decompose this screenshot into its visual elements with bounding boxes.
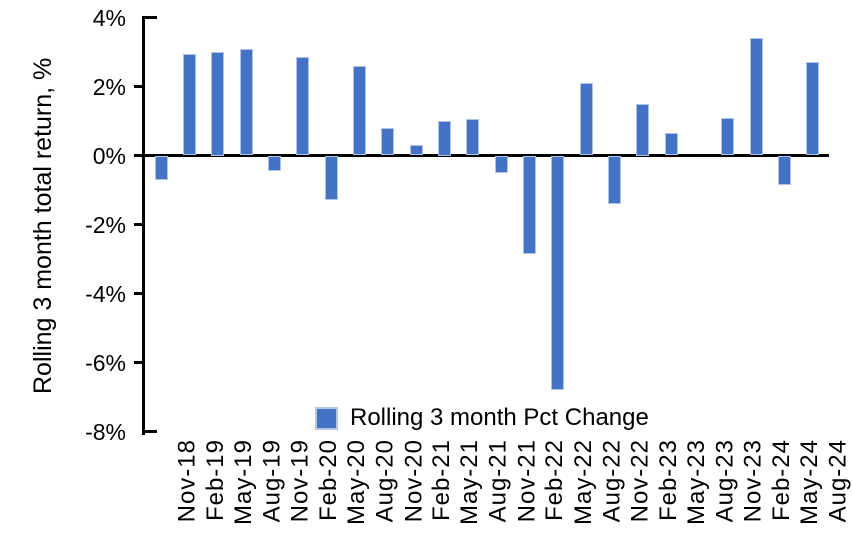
x-tick-label: Aug-23 (711, 439, 739, 523)
y-tick-mark (143, 430, 157, 433)
x-tick-label: May-22 (569, 439, 597, 526)
y-tick-mark (134, 154, 143, 157)
x-tick-label: Feb-21 (428, 439, 456, 522)
bar-Nov-19 (268, 155, 282, 172)
y-tick-mark (134, 292, 143, 295)
bar-May-22 (551, 155, 565, 391)
x-tick-label: Nov-20 (399, 439, 427, 523)
x-tick-label: Nov-21 (513, 439, 541, 523)
y-tick-mark (134, 223, 143, 226)
y-tick-mark (143, 16, 157, 19)
bar-May-23 (664, 133, 678, 156)
x-tick-label: Aug-22 (598, 439, 626, 523)
y-tick-label: -2% (85, 211, 126, 238)
bar-Aug-19 (239, 48, 253, 156)
x-tick-label: May-20 (343, 439, 371, 526)
bar-May-24 (777, 155, 791, 185)
legend: Rolling 3 month Pct Change (315, 404, 649, 432)
bar-Feb-23 (636, 103, 650, 156)
bar-Nov-23 (721, 117, 735, 156)
bar-Feb-22 (522, 155, 536, 254)
bar-Nov-18 (154, 155, 168, 180)
x-tick-label: Aug-19 (258, 439, 286, 523)
y-tick-label: 4% (92, 4, 126, 31)
bar-Nov-20 (381, 127, 395, 156)
bar-Nov-21 (494, 155, 508, 173)
bar-May-20 (324, 155, 338, 201)
x-tick-label: May-23 (683, 439, 711, 526)
bar-Nov-22 (607, 155, 621, 204)
x-tick-label: May-19 (229, 439, 257, 526)
bar-Feb-19 (183, 53, 197, 156)
bar-May-19 (211, 52, 225, 156)
x-tick-label: Nov-18 (173, 439, 201, 523)
zero-baseline (143, 154, 829, 157)
x-tick-label: Feb-24 (768, 439, 796, 522)
legend-label: Rolling 3 month Pct Change (350, 404, 649, 431)
y-tick-label: -4% (85, 280, 126, 307)
legend-swatch-icon (315, 406, 338, 430)
y-tick-label: -6% (85, 349, 126, 376)
x-tick-label: Feb-19 (201, 439, 229, 522)
bar-May-21 (438, 121, 451, 156)
y-tick-label: 0% (92, 142, 126, 169)
y-tick-mark (134, 85, 143, 88)
x-tick-label: Aug-20 (371, 439, 399, 523)
y-tick-label: -8% (85, 418, 126, 445)
x-tick-label: Nov-23 (739, 439, 767, 523)
bar-Feb-24 (749, 38, 763, 156)
y-tick-mark (134, 361, 143, 364)
x-tick-label: Feb-22 (541, 439, 569, 522)
x-tick-label: Feb-20 (314, 439, 342, 522)
bar-Feb-21 (409, 145, 423, 156)
bar-Aug-24 (806, 62, 820, 156)
bar-Aug-22 (579, 83, 593, 156)
bar-Aug-20 (353, 65, 367, 156)
x-tick-label: Feb-23 (654, 439, 682, 522)
bar-Aug-21 (466, 119, 480, 156)
x-tick-label: May-24 (796, 439, 824, 526)
x-tick-label: Nov-22 (626, 439, 654, 523)
y-axis-line (142, 16, 145, 435)
x-tick-label: Aug-21 (484, 439, 512, 523)
x-tick-label: Aug-24 (824, 439, 852, 523)
x-tick-label: Nov-19 (286, 439, 314, 523)
bar-Feb-20 (296, 57, 310, 156)
x-tick-label: May-21 (456, 439, 484, 526)
y-tick-label: 2% (92, 73, 126, 100)
